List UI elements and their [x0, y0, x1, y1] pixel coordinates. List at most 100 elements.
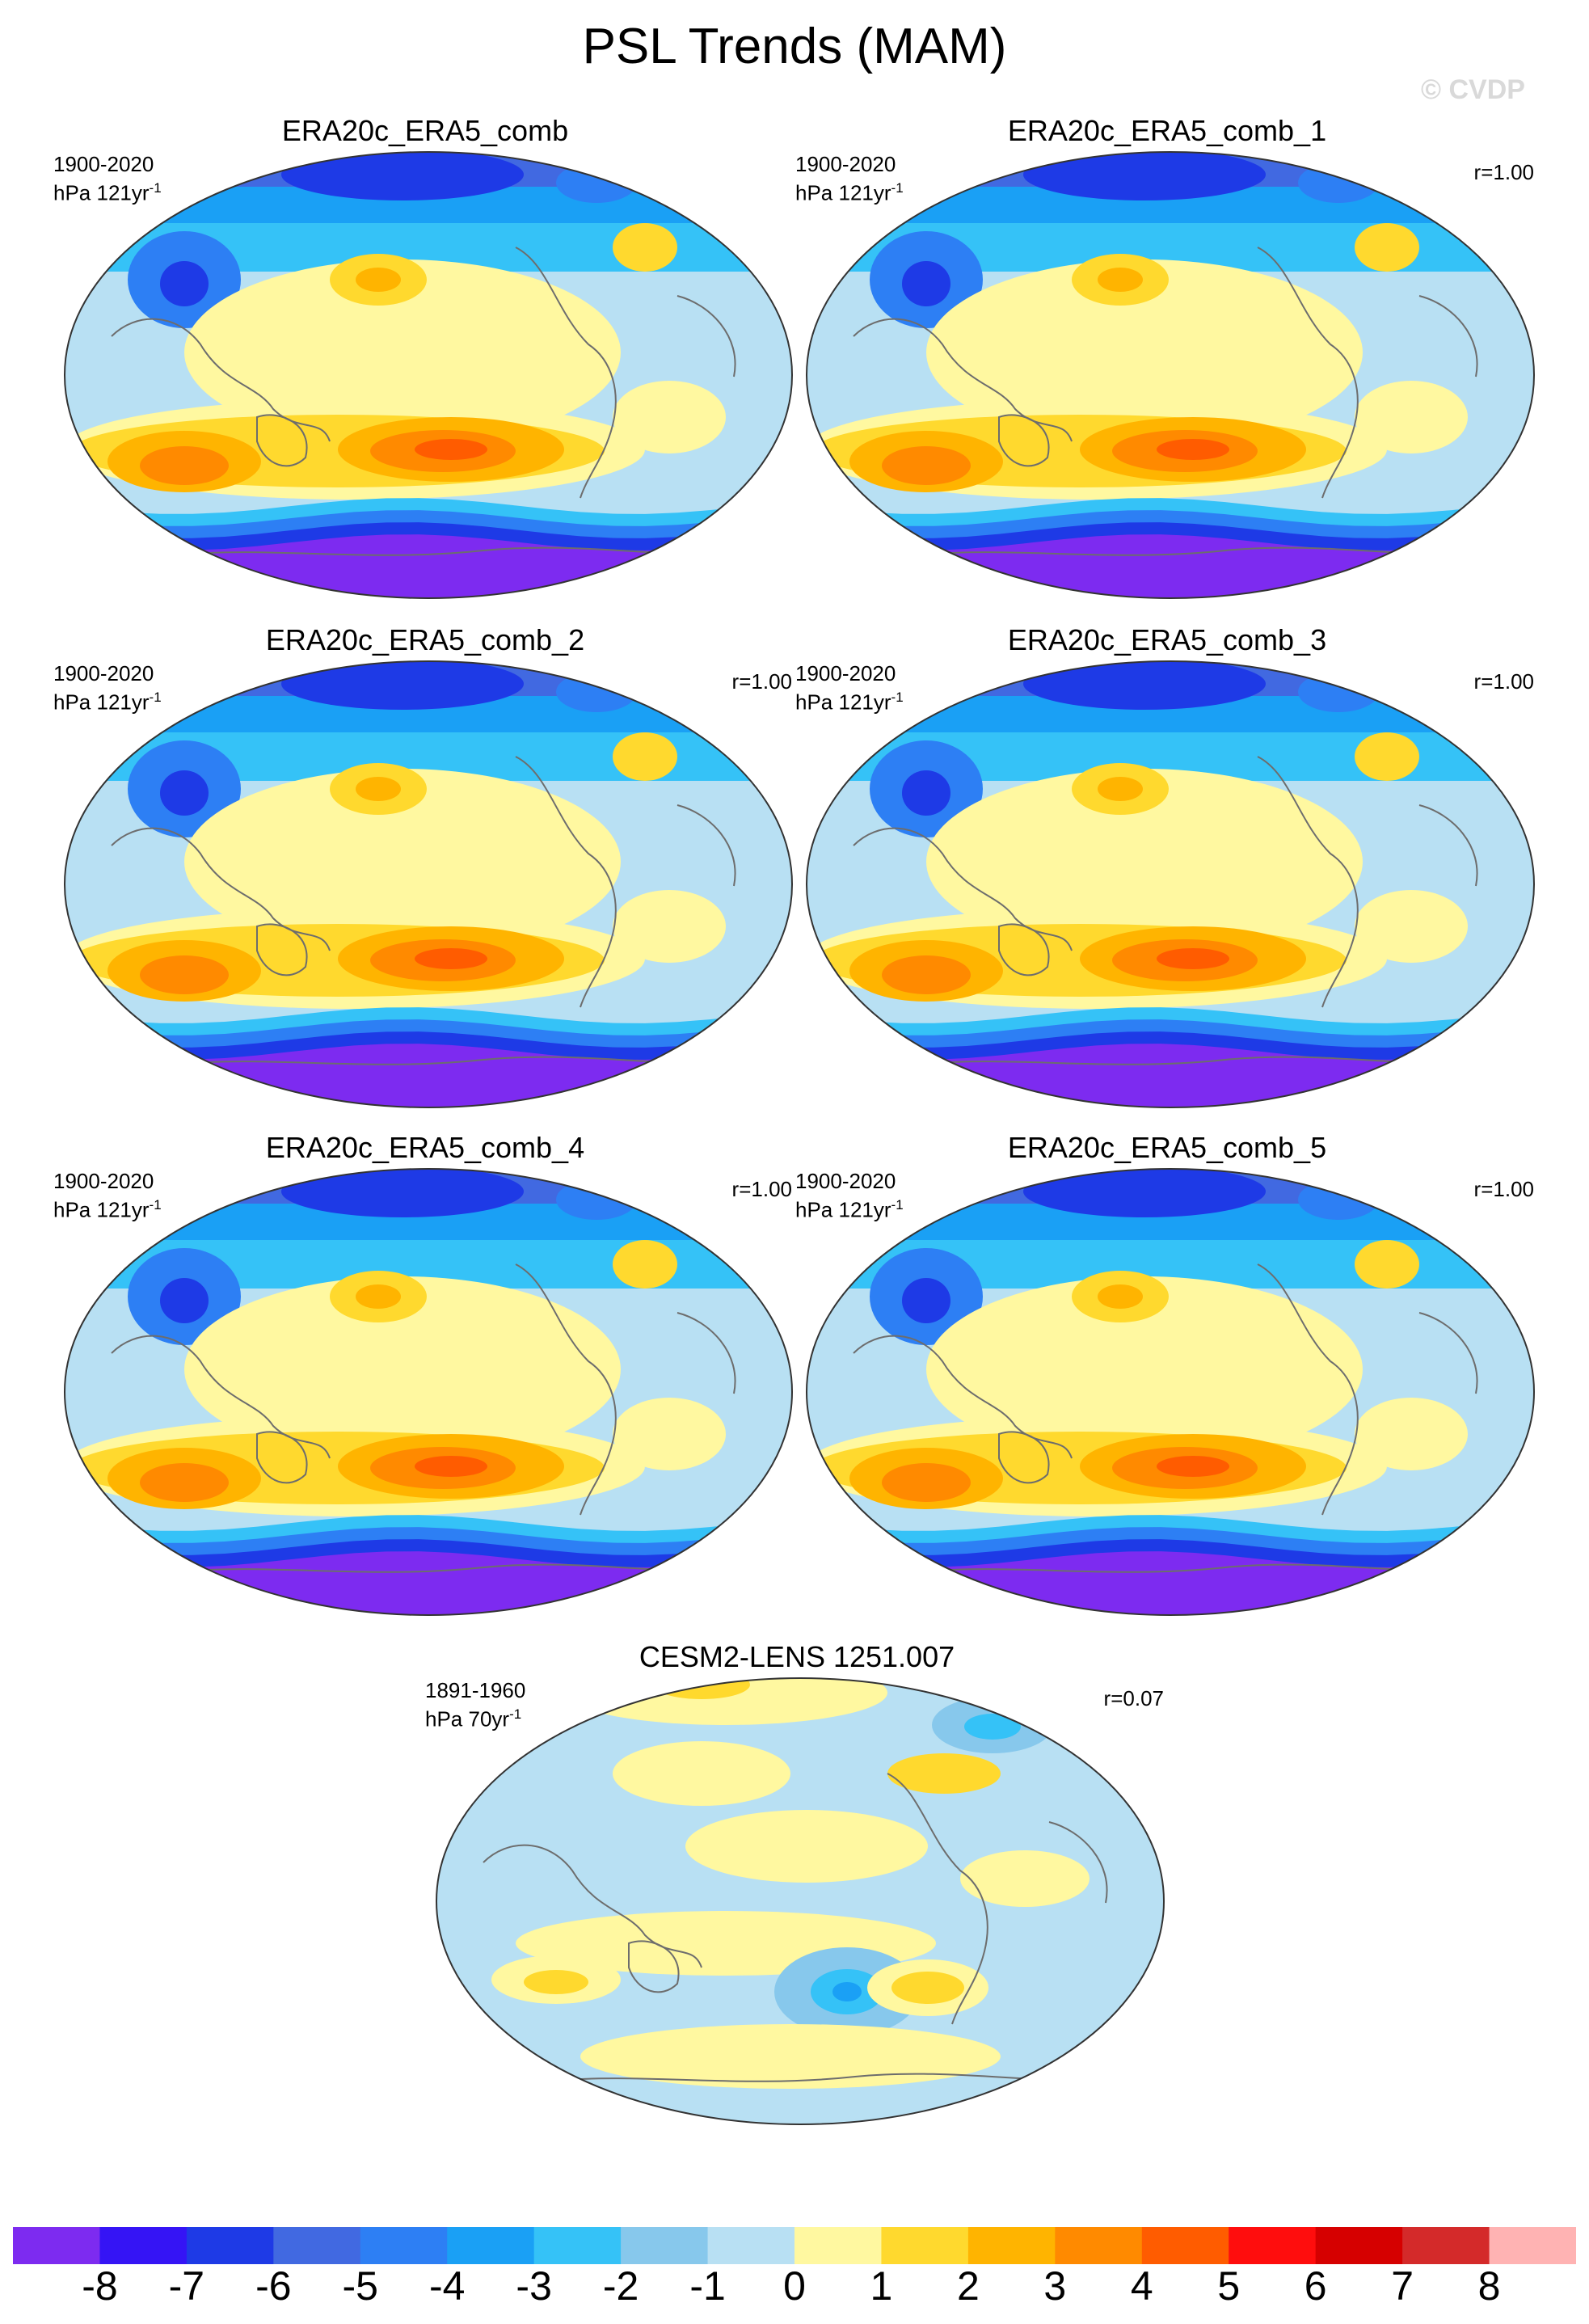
coastline-antarctica [555, 2073, 1082, 2082]
arctic-low [281, 1169, 524, 1217]
colorbar-box [1489, 2227, 1576, 2264]
map-field [806, 660, 1535, 1108]
map-shading [807, 661, 1534, 1107]
tibet-low [160, 770, 209, 816]
indian-high-core [882, 446, 971, 485]
panel-units: hPa 70yr-1 [425, 1702, 521, 1731]
antarctic-band [807, 1551, 1534, 1615]
coastline-africa [676, 1312, 736, 1394]
panel-period: 1900-2020 [795, 1169, 896, 1193]
colorbar-box [360, 2227, 448, 2264]
south-pacific-high-peak [1157, 948, 1229, 969]
colorbar-box [1055, 2227, 1143, 2264]
units-exponent: -1 [149, 690, 162, 705]
units-text: hPa 70yr [425, 1706, 510, 1731]
atlantic-high [1355, 223, 1419, 272]
panel-units: hPa 121yr-1 [53, 1193, 162, 1222]
panel-period: 1900-2020 [795, 152, 896, 176]
colorbar-box [1315, 2227, 1403, 2264]
south-pacific-high-peak [1157, 1456, 1229, 1477]
colorbar-box [447, 2227, 535, 2264]
map-panel: ERA20c_ERA5_comb_5 1900-2020 hPa 121yr-1 r=… [795, 1130, 1539, 1616]
tropical-positive [685, 1810, 928, 1883]
units-exponent: -1 [891, 1197, 904, 1213]
panel-period: 1900-2020 [53, 152, 154, 176]
colorbar-label: -2 [602, 2263, 639, 2309]
north-pacific-high-core [1098, 1284, 1143, 1309]
antarctic-positive [580, 2024, 1001, 2089]
coastline-australia [998, 414, 1050, 467]
colorbar-label: 7 [1391, 2263, 1414, 2309]
panel-period: 1900-2020 [53, 1169, 154, 1193]
colorbar-box [533, 2227, 622, 2264]
coastline-africa [676, 804, 736, 887]
colorbar-box [621, 2227, 709, 2264]
coastline-antarctica [183, 1563, 710, 1573]
map-field [64, 660, 793, 1108]
atlantic-high [1355, 1240, 1419, 1289]
panel-period: 1900-2020 [795, 661, 896, 685]
colorbar-label: 5 [1217, 2263, 1241, 2309]
coastline-asia [111, 1335, 331, 1459]
south-atlantic-positive [613, 890, 726, 963]
arctic-low [281, 661, 524, 710]
panel-title: ERA20c_ERA5_comb_4 [265, 1131, 585, 1164]
map-field [436, 1677, 1165, 2125]
coastline-americas [515, 247, 617, 499]
colorbar-label: 8 [1477, 2263, 1501, 2309]
units-exponent: -1 [509, 1706, 522, 1722]
panel-units: hPa 121yr-1 [53, 176, 162, 205]
panel-correlation: r=1.00 [1473, 1177, 1534, 1201]
atlantic-positive [887, 1753, 1001, 1794]
units-text: hPa 121yr [53, 1197, 150, 1222]
atlantic-high [1355, 732, 1419, 781]
map-outline [806, 1168, 1535, 1616]
south-atlantic-positive-core [891, 1972, 964, 2004]
colorbar [13, 2227, 1576, 2264]
antarctic-band [65, 1044, 792, 1107]
pacific-positive [184, 259, 621, 445]
coastline-asia [111, 318, 331, 442]
indian-high-core [882, 955, 971, 994]
colorbar-box [794, 2227, 882, 2264]
pacific-positive [184, 769, 621, 955]
colorbar-label: -7 [168, 2263, 205, 2309]
north-atlantic-low-core [964, 1714, 1021, 1740]
antarctic-band [807, 534, 1534, 598]
map-shading [65, 661, 792, 1107]
coastline-africa [1418, 1312, 1478, 1394]
panel-title: ERA20c_ERA5_comb [281, 114, 569, 147]
map-panel: ERA20c_ERA5_comb_3 1900-2020 hPa 121yr-1 r=… [795, 622, 1539, 1108]
colorbar-label: -5 [342, 2263, 378, 2309]
tibet-low [902, 1278, 950, 1323]
map-outline [436, 1677, 1165, 2125]
panel-title: ERA20c_ERA5_comb_5 [1007, 1131, 1327, 1164]
coastline-australia [256, 414, 308, 467]
coastline-asia [853, 827, 1073, 951]
north-pacific-high-core [356, 777, 401, 801]
south-pacific-high-peak [415, 1456, 487, 1477]
coastline-asia [853, 318, 1073, 442]
north-pacific-high-core [1098, 268, 1143, 292]
tibet-low [902, 770, 950, 816]
coastline-australia [998, 923, 1050, 976]
tibet-low [902, 261, 950, 306]
panel-correlation: r=1.00 [731, 669, 792, 694]
map-outline [64, 1168, 793, 1616]
south-atlantic-positive [1355, 381, 1468, 453]
colorbar-label: 3 [1043, 2263, 1067, 2309]
panel-correlation: r=1.00 [731, 1177, 792, 1201]
units-exponent: -1 [891, 180, 904, 196]
coastline-americas [515, 1263, 617, 1516]
arctic-low [281, 152, 524, 200]
map-panel: CESM2-LENS 1251.007 1891-1960 hPa 70yr-1 r=… [425, 1639, 1169, 2125]
colorbar-box [967, 2227, 1056, 2264]
indian-high-core [140, 955, 229, 994]
units-text: hPa 121yr [53, 690, 150, 715]
map-field [806, 1168, 1535, 1616]
atlantic-high [613, 732, 677, 781]
units-text: hPa 121yr [795, 690, 891, 715]
north-pacific-high-core [1098, 777, 1143, 801]
coastline-australia [998, 1431, 1050, 1484]
panel-correlation: r=0.07 [1103, 1686, 1164, 1710]
